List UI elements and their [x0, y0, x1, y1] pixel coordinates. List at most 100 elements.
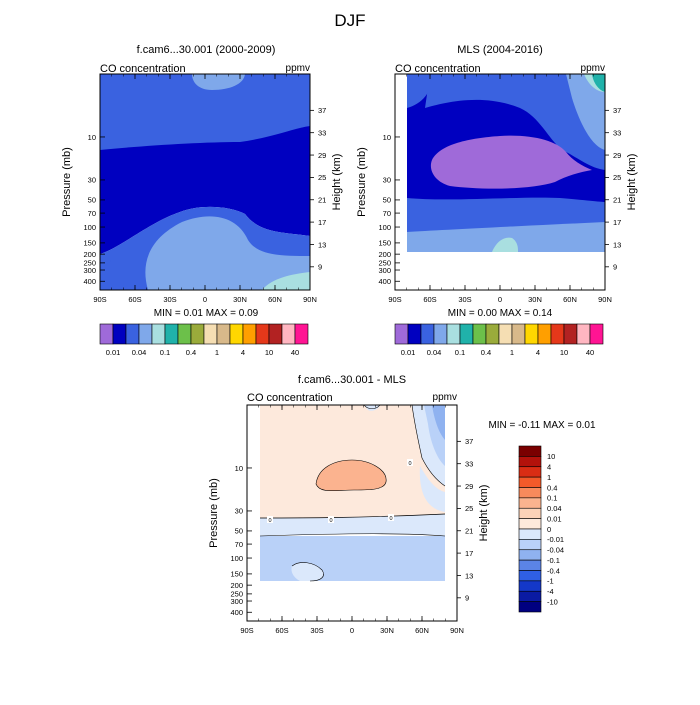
right-fill-topright-light	[566, 74, 605, 150]
panel-left: f.cam6...30.001 (2000-2009) CO concentra…	[61, 44, 343, 357]
left-y2tick-label: 33	[318, 128, 326, 137]
left-colorbar-box	[151, 323, 166, 345]
panel-diff: f.cam6...30.001 - MLS CO concentration p…	[208, 374, 596, 635]
diff-xtick-label: 30N	[380, 626, 394, 635]
right-colorbar-box	[433, 323, 448, 345]
right-y2tick-label: 17	[613, 218, 621, 227]
right-colorbar-box	[407, 323, 422, 345]
diff-fill-leftstrip	[247, 405, 260, 581]
left-xtick-label: 30S	[163, 295, 176, 304]
diff-colorbar-label: -0.01	[547, 535, 564, 544]
diff-contour-lower	[259, 533, 446, 537]
left-colorbar-label: 4	[241, 348, 245, 357]
panel-right-minmax: MIN = 0.00 MAX = 0.14	[448, 308, 553, 319]
diff-y2tick-label: 25	[465, 504, 473, 513]
panel-left-contours	[100, 74, 310, 290]
right-y2tick-label: 13	[613, 240, 621, 249]
right-ytick-label: 70	[383, 209, 391, 218]
diff-ytick-label: 200	[230, 581, 243, 590]
right-xtick-label: 30S	[458, 295, 471, 304]
right-fill-lower-light	[407, 222, 605, 252]
left-ylabel: Pressure (mb)	[61, 147, 73, 217]
panel-left-right-string: ppmv	[286, 63, 310, 74]
diff-contour-lower-patch	[291, 562, 324, 582]
left-xtick-label: 0	[203, 295, 207, 304]
right-colorbar-box	[511, 323, 526, 345]
left-y2tick-label: 25	[318, 173, 326, 182]
right-fill-topleft-light	[407, 74, 434, 108]
diff-ytick-label: 100	[230, 554, 243, 563]
left-colorbar-box	[281, 323, 296, 345]
diff-contour-top-right	[411, 405, 446, 487]
diff-colorbar-box	[518, 528, 542, 540]
right-fill-purple-core	[430, 135, 592, 189]
diff-xtick-label: 0	[350, 626, 354, 635]
diff-colorbar-box	[518, 456, 542, 468]
panel-right-left-string: CO concentration	[395, 63, 481, 75]
right-colorbar-box	[485, 323, 500, 345]
right-colorbar-label: 40	[586, 348, 594, 357]
left-colorbar-box	[229, 323, 244, 345]
right-colorbar-label: 10	[560, 348, 568, 357]
left-colorbar-box	[164, 323, 179, 345]
right-ytick-label: 200	[378, 250, 391, 259]
diff-colorbar-label: -10	[547, 597, 558, 606]
diff-contour-labels: 0 0 0 0	[267, 459, 413, 524]
left-colorbar-box	[216, 323, 231, 345]
diff-colorbar-label: -1	[547, 577, 554, 586]
diff-contour-blob	[315, 459, 387, 492]
right-ytick-label: 250	[378, 259, 391, 268]
left-ytick-label: 30	[88, 176, 96, 185]
diff-colorbar-label: 0.04	[547, 504, 562, 513]
diff-colorbar-label: 0.01	[547, 514, 562, 523]
diff-ytick-label: 30	[235, 507, 243, 516]
right-ytick-label: 300	[378, 266, 391, 275]
diff-colorbar-label: 4	[547, 463, 551, 472]
diff-colorbar-box	[518, 497, 542, 509]
right-y2tick-label: 21	[613, 196, 621, 205]
panel-right: MLS (2004-2016) CO concentration ppmv 90…	[356, 44, 638, 357]
left-ytick-label: 100	[83, 223, 96, 232]
right-y2tick-label: 29	[613, 151, 621, 160]
left-xtick-label: 60N	[268, 295, 282, 304]
left-y2tick-label: 21	[318, 196, 326, 205]
diff-ytick-label: 400	[230, 608, 243, 617]
left-colorbar-label: 10	[265, 348, 273, 357]
right-xtick-label: 0	[498, 295, 502, 304]
diff-contour-zero	[259, 513, 446, 519]
diff-colorbar-label: -4	[547, 587, 554, 596]
diff-colorbar-label: -0.04	[547, 546, 564, 555]
left-colorbar-box	[242, 323, 257, 345]
right-ylabel: Pressure (mb)	[356, 147, 368, 217]
diff-y2tick-label: 21	[465, 527, 473, 536]
diff-colorbar-box	[518, 507, 542, 519]
panel-right-contours	[395, 74, 605, 290]
diff-colorbar-label: 0	[547, 525, 551, 534]
panel-left-left-string: CO concentration	[100, 63, 186, 75]
left-colorbar-box	[255, 323, 270, 345]
diff-ytick-label: 10	[235, 464, 243, 473]
right-colorbar-box	[446, 323, 461, 345]
diff-ytick-label: 70	[235, 540, 243, 549]
left-ytick-label: 10	[88, 133, 96, 142]
left-fill-corner-cyan	[262, 272, 310, 290]
left-colorbar-box	[294, 323, 309, 345]
right-fill-topright-teal	[592, 74, 605, 92]
left-colorbar-label: 0.4	[186, 348, 196, 357]
left-ytick-label: 200	[83, 250, 96, 259]
right-ytick-label: 50	[383, 196, 391, 205]
diff-contour-label-bg	[267, 516, 273, 523]
diff-colorbar-label: 10	[547, 452, 555, 461]
left-xtick-label: 30N	[233, 295, 247, 304]
right-xtick-label: 90N	[598, 295, 612, 304]
right-fill-top-mid	[425, 74, 605, 170]
panel-diff-contours	[247, 405, 457, 621]
left-y2label: Height (km)	[331, 154, 343, 211]
right-xtick-label: 60N	[563, 295, 577, 304]
right-colorbar-box	[563, 323, 578, 345]
right-colorbar-label: 1	[510, 348, 514, 357]
right-colorbar-label: 0.04	[427, 348, 442, 357]
diff-y2tick-label: 17	[465, 549, 473, 558]
left-colorbar-box	[190, 323, 205, 345]
